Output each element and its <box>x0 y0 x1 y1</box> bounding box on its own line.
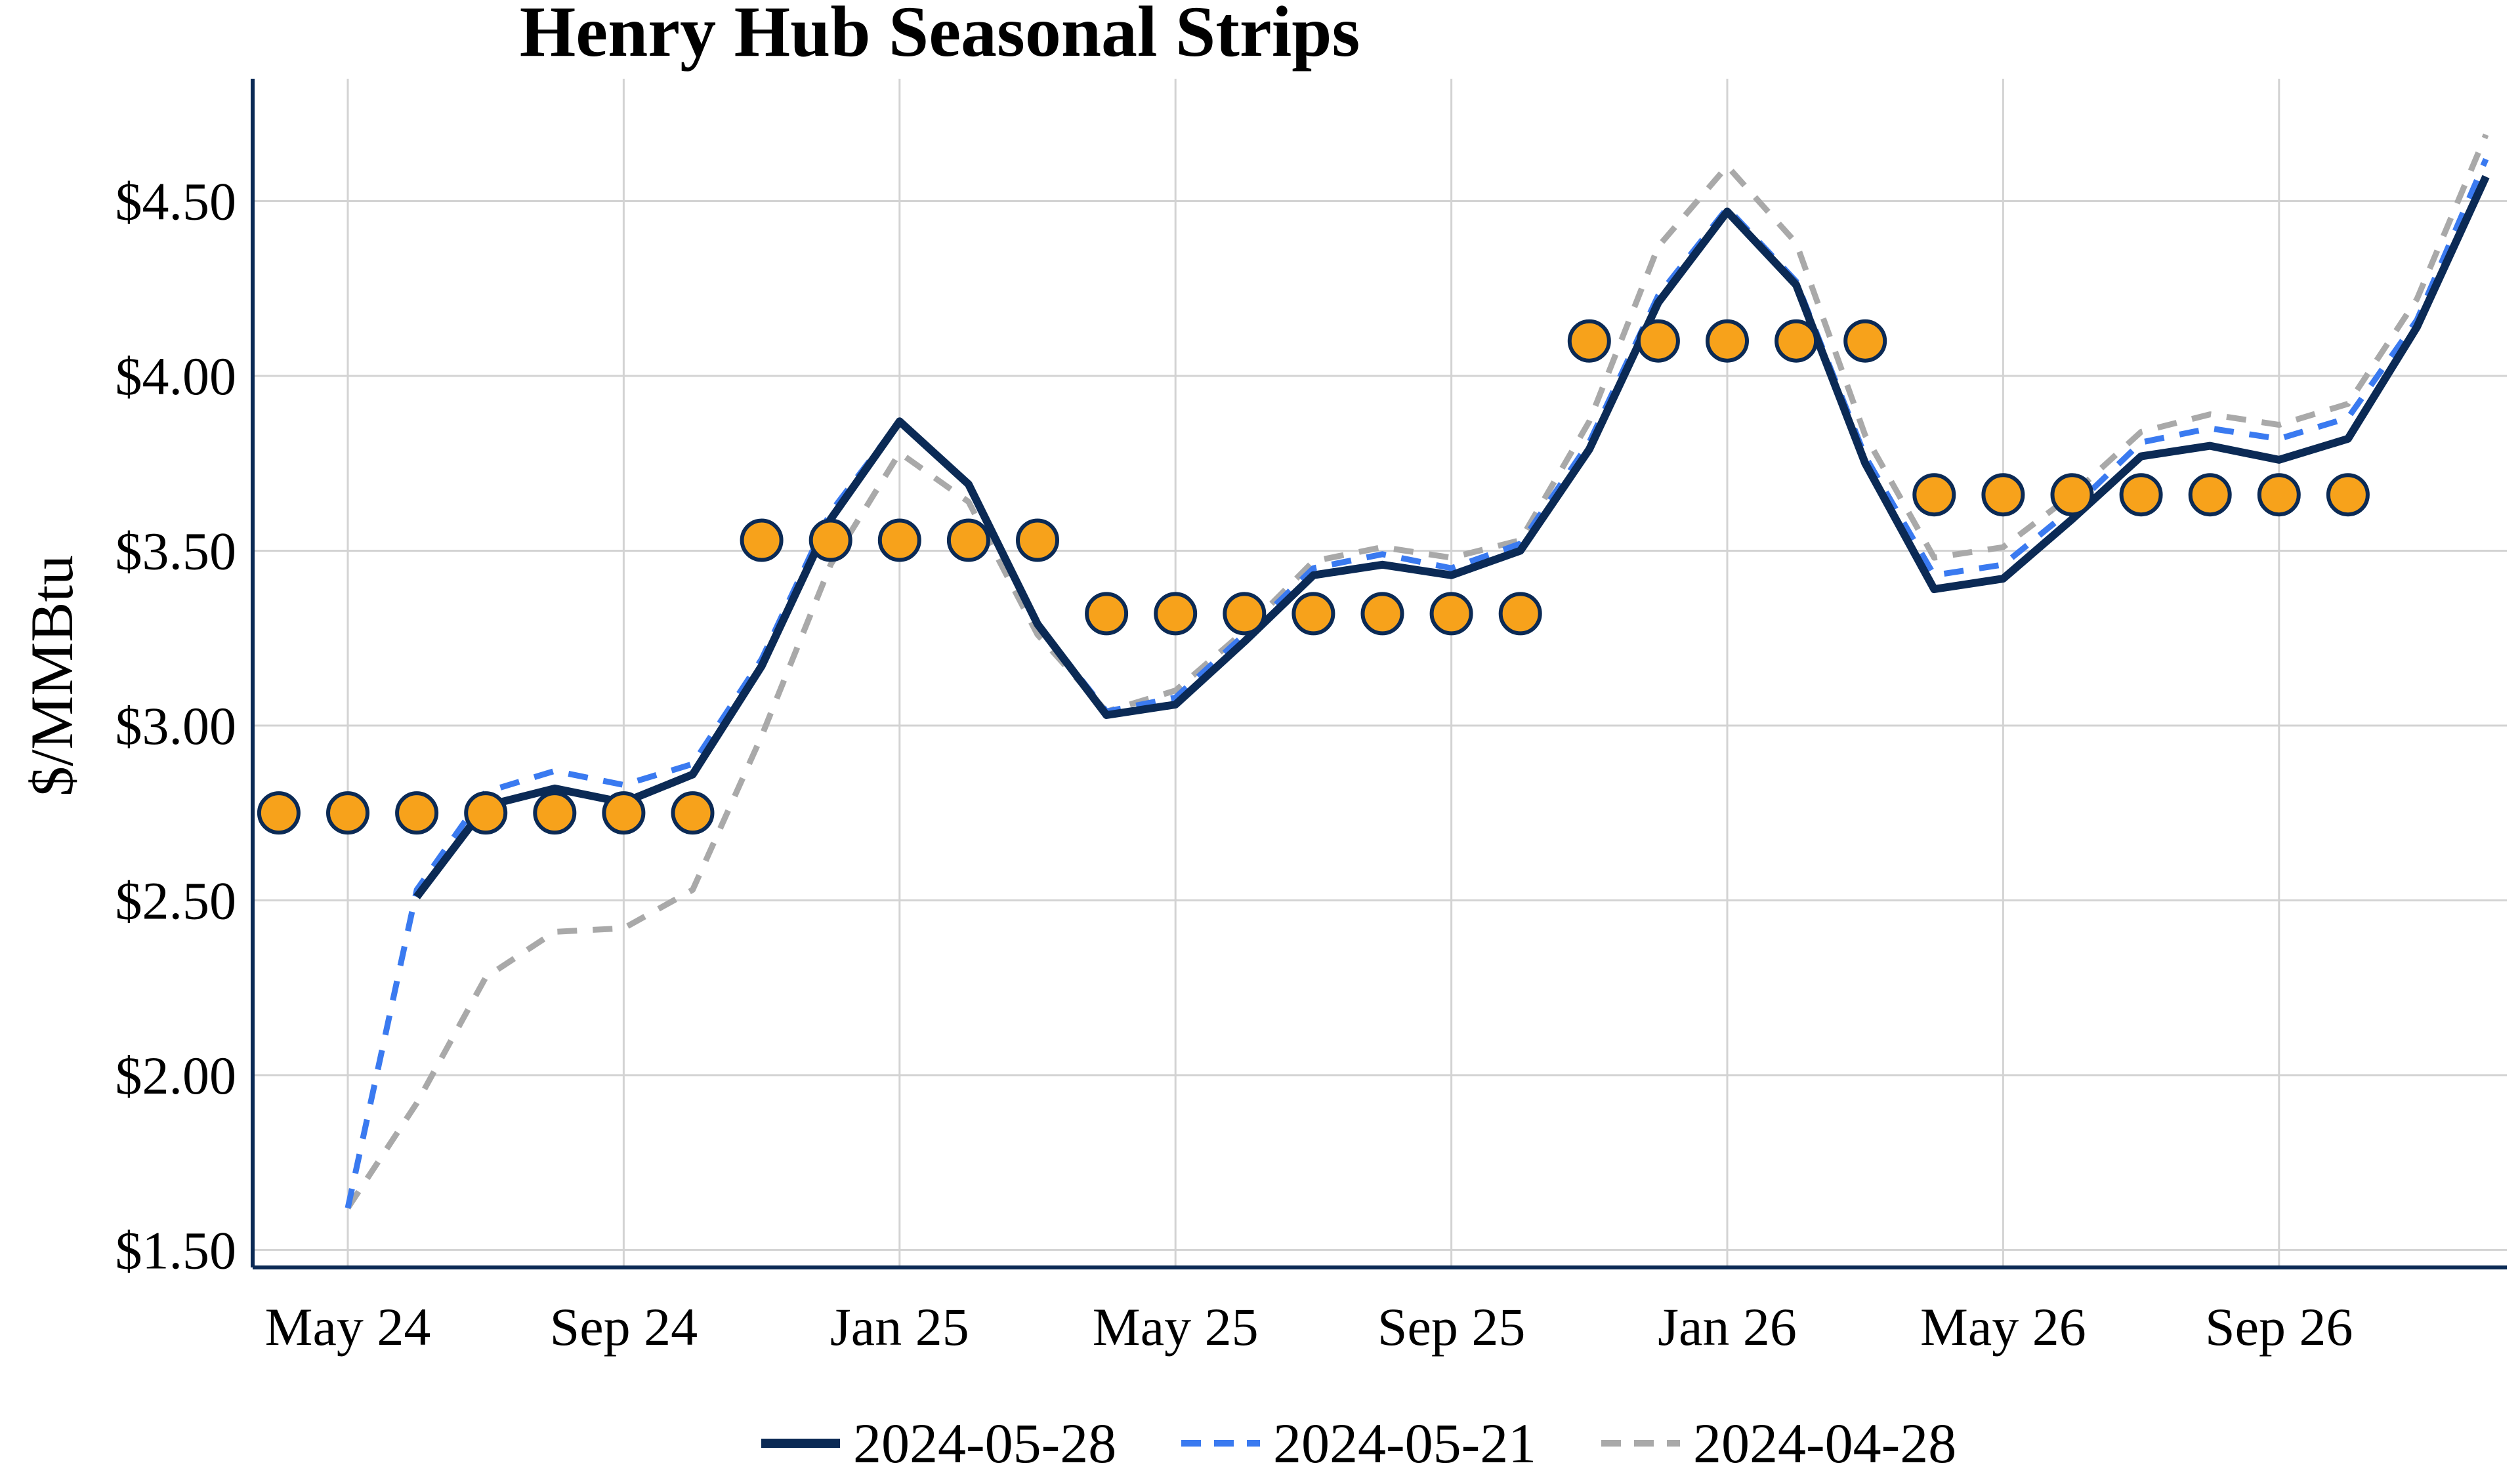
y-tick-label: $1.50 <box>116 1220 237 1280</box>
y-axis-label: $/MMBtu <box>18 555 85 796</box>
series-line-1 <box>413 175 2490 899</box>
x-tick-label: Sep 26 <box>2205 1297 2353 1357</box>
strip-marker-1 <box>326 791 369 835</box>
series-line-2 <box>345 157 2489 1209</box>
grid <box>253 79 2507 1267</box>
strip-marker-1 <box>257 791 301 835</box>
x-tick-label: Sep 25 <box>1377 1297 1526 1357</box>
strip-marker-1 <box>602 791 646 835</box>
legend-label-2: 2024-05-21 <box>1273 1412 1536 1475</box>
strip-marker-3 <box>1154 592 1198 636</box>
series-line-3 <box>345 133 2489 1210</box>
strip-marker-3 <box>1292 592 1335 636</box>
series-lines <box>345 133 2490 1210</box>
strip-marker-2 <box>877 518 921 562</box>
strip-marker-3 <box>1085 592 1129 636</box>
strip-marker-5 <box>2326 473 2370 517</box>
strip-marker-5 <box>1912 473 1956 517</box>
strip-marker-5 <box>2050 473 2094 517</box>
strip-marker-2 <box>808 518 852 562</box>
strip-marker-4 <box>1567 319 1611 363</box>
y-tick-label: $2.50 <box>116 871 237 930</box>
strip-marker-1 <box>533 791 577 835</box>
strip-marker-2 <box>1016 518 1059 562</box>
strip-marker-5 <box>2257 473 2301 517</box>
x-tick-label: Jan 26 <box>1658 1297 1797 1357</box>
strip-marker-3 <box>1429 592 1473 636</box>
strip-marker-2 <box>946 518 990 562</box>
legend-label-3: 2024-04-28 <box>1693 1412 1956 1475</box>
y-tick-label: $2.00 <box>116 1046 237 1105</box>
strip-marker-5 <box>2119 473 2163 517</box>
x-tick-label: Sep 24 <box>550 1297 698 1357</box>
strip-markers <box>257 319 2370 835</box>
strip-marker-4 <box>1636 319 1680 363</box>
strip-marker-2 <box>740 518 784 562</box>
strip-marker-5 <box>2188 473 2232 517</box>
y-tick-label: $4.50 <box>116 172 237 232</box>
y-tick-labels: $1.50 $2.00 $2.50 $3.00 $3.50 $4.00 $4.50 <box>116 172 237 1281</box>
x-tick-labels: May 24 Sep 24 Jan 25 May 25 Sep 25 Jan 26 May … <box>265 1297 2353 1357</box>
y-tick-label: $3.50 <box>116 521 237 581</box>
y-tick-label: $3.00 <box>116 696 237 756</box>
strip-marker-3 <box>1223 592 1267 636</box>
x-tick-label: May 24 <box>265 1297 431 1357</box>
strip-marker-4 <box>1774 319 1818 363</box>
strip-marker-1 <box>464 791 508 835</box>
strip-marker-3 <box>1360 592 1404 636</box>
legend-label-1: 2024-05-28 <box>853 1412 1116 1475</box>
legend: 2024-05-28 2024-05-21 2024-04-28 <box>761 1412 1956 1475</box>
strip-marker-4 <box>1706 319 1749 363</box>
strip-marker-1 <box>395 791 439 835</box>
x-tick-label: May 26 <box>1920 1297 2086 1357</box>
strip-marker-4 <box>1843 319 1887 363</box>
chart-title: Henry Hub Seasonal Strips <box>520 0 1360 72</box>
x-tick-label: May 25 <box>1093 1297 1259 1357</box>
y-tick-label: $4.00 <box>116 346 237 406</box>
x-tick-label: Jan 25 <box>830 1297 969 1357</box>
strip-marker-1 <box>671 791 715 835</box>
strip-marker-3 <box>1498 592 1542 636</box>
strip-marker-5 <box>1981 473 2025 517</box>
